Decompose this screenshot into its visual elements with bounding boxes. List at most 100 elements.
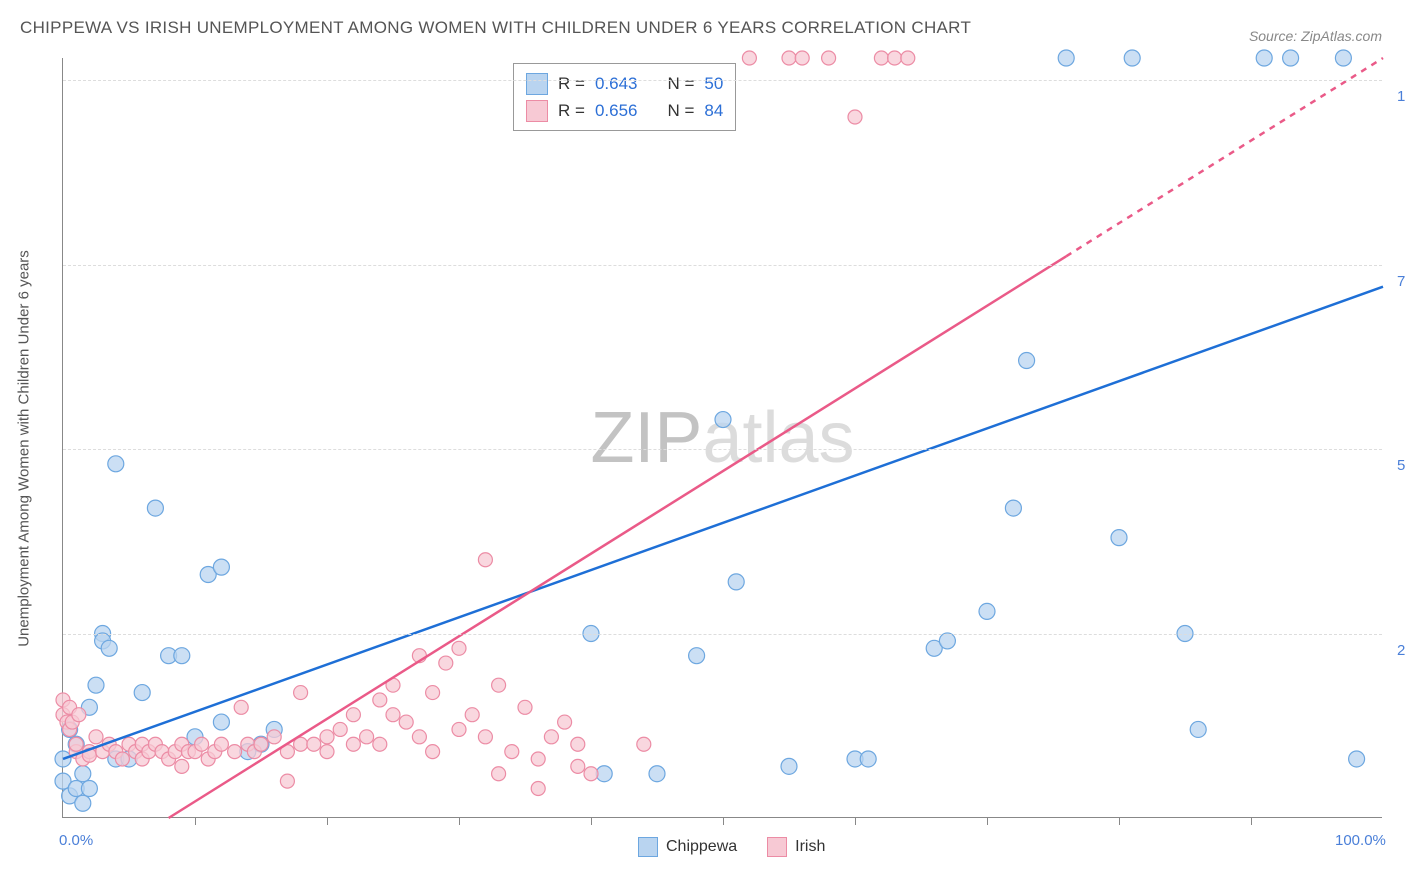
data-point-chippewa xyxy=(1190,721,1206,737)
data-point-irish xyxy=(320,730,334,744)
data-point-irish xyxy=(267,730,281,744)
data-point-irish xyxy=(571,737,585,751)
data-point-chippewa xyxy=(781,758,797,774)
corr-row-chippewa: R = 0.643N = 50 xyxy=(526,70,723,97)
x-tick xyxy=(723,817,724,825)
data-point-irish xyxy=(412,730,426,744)
data-point-irish xyxy=(333,722,347,736)
legend-label: Chippewa xyxy=(666,838,737,856)
corr-row-irish: R = 0.656N = 84 xyxy=(526,97,723,124)
data-point-chippewa xyxy=(75,795,91,811)
y-axis-label: Unemployment Among Women with Children U… xyxy=(16,250,33,647)
data-point-irish xyxy=(505,745,519,759)
data-point-irish xyxy=(426,745,440,759)
data-point-irish xyxy=(782,51,796,65)
data-point-chippewa xyxy=(88,677,104,693)
data-point-irish xyxy=(69,737,83,751)
data-point-irish xyxy=(452,641,466,655)
data-point-chippewa xyxy=(147,500,163,516)
data-point-irish xyxy=(399,715,413,729)
data-point-chippewa xyxy=(108,456,124,472)
swatch-irish xyxy=(526,100,548,122)
data-point-chippewa xyxy=(689,648,705,664)
gridline-h xyxy=(63,80,1382,81)
data-point-chippewa xyxy=(1111,530,1127,546)
plot-area: ZIPatlas R = 0.643N = 50R = 0.656N = 84 … xyxy=(62,58,1382,818)
data-point-irish xyxy=(822,51,836,65)
data-point-irish xyxy=(795,51,809,65)
corr-r-value: 0.643 xyxy=(595,70,638,97)
x-tick xyxy=(987,817,988,825)
data-point-irish xyxy=(518,700,532,714)
corr-n-label: N = xyxy=(667,97,694,124)
corr-n-value: 50 xyxy=(704,70,723,97)
data-point-irish xyxy=(531,781,545,795)
data-point-irish xyxy=(307,737,321,751)
data-point-irish xyxy=(320,745,334,759)
data-point-irish xyxy=(214,737,228,751)
data-point-irish xyxy=(901,51,915,65)
x-tick xyxy=(195,817,196,825)
gridline-h xyxy=(63,634,1382,635)
x-tick xyxy=(1119,817,1120,825)
data-point-chippewa xyxy=(715,412,731,428)
data-point-chippewa xyxy=(134,685,150,701)
x-tick xyxy=(855,817,856,825)
data-point-irish xyxy=(426,686,440,700)
data-point-chippewa xyxy=(174,648,190,664)
data-point-irish xyxy=(492,767,506,781)
data-point-irish xyxy=(195,737,209,751)
data-point-irish xyxy=(478,553,492,567)
x-tick xyxy=(327,817,328,825)
data-point-irish xyxy=(492,678,506,692)
scatter-svg xyxy=(63,58,1383,818)
data-point-chippewa xyxy=(213,714,229,730)
data-point-chippewa xyxy=(1335,50,1351,66)
data-point-irish xyxy=(228,745,242,759)
data-point-irish xyxy=(294,686,308,700)
y-tick-label: 50.0% xyxy=(1397,457,1406,474)
data-point-chippewa xyxy=(649,766,665,782)
data-point-irish xyxy=(637,737,651,751)
data-point-irish xyxy=(571,759,585,773)
data-point-irish xyxy=(360,730,374,744)
data-point-irish xyxy=(234,700,248,714)
data-point-irish xyxy=(465,708,479,722)
data-point-chippewa xyxy=(860,751,876,767)
corr-r-label: R = xyxy=(558,70,585,97)
trendline-chippewa xyxy=(63,287,1383,759)
data-point-irish xyxy=(346,737,360,751)
correlation-legend-box: R = 0.643N = 50R = 0.656N = 84 xyxy=(513,63,736,131)
data-point-irish xyxy=(72,708,86,722)
corr-r-label: R = xyxy=(558,97,585,124)
data-point-chippewa xyxy=(75,766,91,782)
x-tick xyxy=(1251,817,1252,825)
trendline-irish-dashed xyxy=(1066,58,1383,256)
x-tick-label: 0.0% xyxy=(59,832,93,849)
data-point-chippewa xyxy=(596,766,612,782)
data-point-irish xyxy=(280,774,294,788)
data-point-chippewa xyxy=(1005,500,1021,516)
legend-swatch-irish xyxy=(767,837,787,857)
data-point-irish xyxy=(175,759,189,773)
x-tick-label: 100.0% xyxy=(1335,832,1386,849)
x-tick xyxy=(591,817,592,825)
data-point-irish xyxy=(346,708,360,722)
corr-r-value: 0.656 xyxy=(595,97,638,124)
data-point-irish xyxy=(478,730,492,744)
swatch-chippewa xyxy=(526,73,548,95)
legend-label: Irish xyxy=(795,838,825,856)
data-point-chippewa xyxy=(101,640,117,656)
data-point-irish xyxy=(584,767,598,781)
data-point-chippewa xyxy=(939,633,955,649)
trendline-irish xyxy=(169,256,1067,818)
data-point-irish xyxy=(848,110,862,124)
x-tick xyxy=(459,817,460,825)
series-legend: Chippewa Irish xyxy=(638,837,825,857)
source-attribution: Source: ZipAtlas.com xyxy=(1249,28,1382,44)
data-point-chippewa xyxy=(979,603,995,619)
gridline-h xyxy=(63,449,1382,450)
y-tick-label: 25.0% xyxy=(1397,642,1406,659)
data-point-irish xyxy=(742,51,756,65)
data-point-irish xyxy=(386,708,400,722)
